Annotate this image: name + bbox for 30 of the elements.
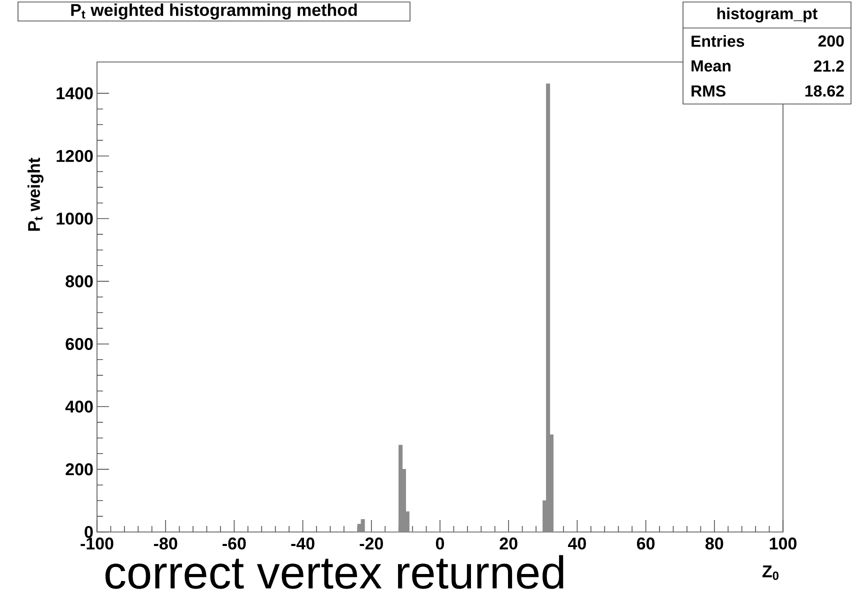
text: 21.2 xyxy=(814,60,844,72)
x-axis-title: Z$_{0}$ xyxy=(762,566,778,580)
x-tick-label: 100 xyxy=(770,538,796,550)
y-axis-title: P$_{t}$ weight xyxy=(28,158,44,231)
y-tick-label: 1200 xyxy=(56,150,93,162)
x-tick-label: -100 xyxy=(80,538,114,550)
text: 18.62 xyxy=(805,85,844,97)
y-tick-label: 600 xyxy=(66,338,93,350)
y-tick-label: 1000 xyxy=(56,212,93,225)
x-tick-label: -20 xyxy=(360,538,383,550)
y-tick-label: 200 xyxy=(66,463,93,476)
text: Entries xyxy=(692,35,744,47)
annotation: Mean xyxy=(692,60,730,72)
x-tick-label: -60 xyxy=(222,538,246,550)
annotation: RMS xyxy=(692,85,726,97)
x-tick-label: 80 xyxy=(705,538,724,550)
text: histogram_pt xyxy=(717,8,818,22)
x-tick-label: -80 xyxy=(154,538,178,550)
text: correct vertex returned xyxy=(106,555,564,589)
chart-title: P$_{t}$ weighted histogramming method xyxy=(71,4,357,20)
y-tick-label: 0 xyxy=(84,526,93,538)
y-tick-label: 1400 xyxy=(56,87,93,100)
x-tick-label: 20 xyxy=(500,538,518,550)
y-tick-label: 800 xyxy=(66,275,93,288)
x-tick-label: 60 xyxy=(636,538,655,550)
text: 200 xyxy=(818,35,844,47)
y-tick-label: 400 xyxy=(65,400,93,413)
x-tick-label: 0 xyxy=(436,538,444,550)
x-tick-label: 40 xyxy=(568,538,586,550)
x-tick-label: -40 xyxy=(291,538,314,550)
